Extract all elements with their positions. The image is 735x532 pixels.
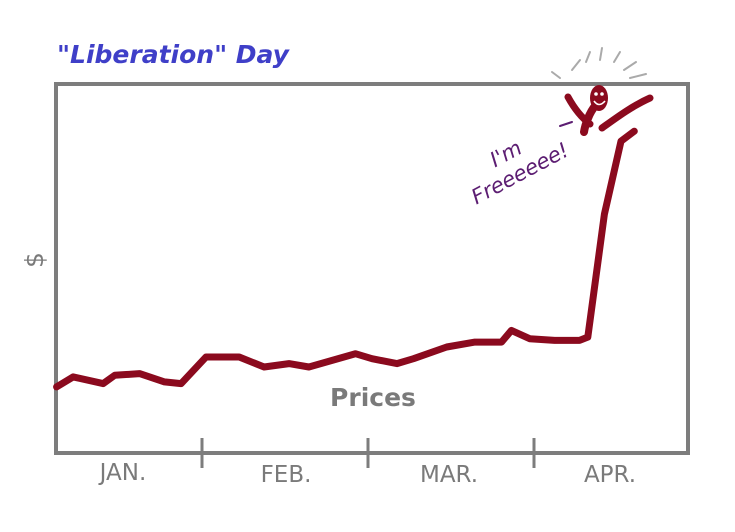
x-ticks <box>200 438 536 468</box>
x-tick-label: FEB. <box>261 462 312 488</box>
series-label-prices: Prices <box>330 383 416 412</box>
figure-eye-right <box>600 92 604 96</box>
speech-annotation: I'm Freeeeee! <box>456 117 573 209</box>
happy-figure <box>564 85 654 136</box>
figure-head <box>590 85 608 111</box>
speech-pointer <box>559 121 573 127</box>
figure-left-arm <box>564 93 594 128</box>
y-axis-label: $ <box>20 252 49 268</box>
chart-title: "Liberation" Day <box>57 40 291 69</box>
plot-frame <box>54 82 690 455</box>
speech-text: I'm Freeeeee! <box>456 117 573 209</box>
x-tick-label: JAN. <box>98 460 147 486</box>
x-tick-label: APR. <box>584 462 636 488</box>
burst-lines <box>551 47 647 79</box>
figure-eye-left <box>594 92 598 96</box>
series-line-prices <box>53 127 638 391</box>
figure-right-arm <box>598 94 654 132</box>
figure-smile <box>593 100 606 106</box>
x-tick-label: MAR. <box>420 462 478 488</box>
